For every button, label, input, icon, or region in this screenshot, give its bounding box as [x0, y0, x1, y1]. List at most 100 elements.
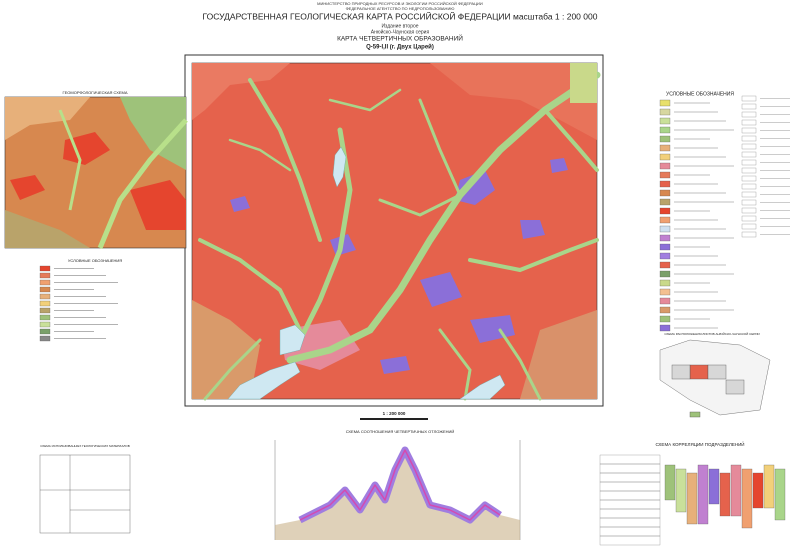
geomorph-title: ГЕОМОРФОЛОГИЧЕСКАЯ СХЕМА: [62, 90, 127, 95]
map-shape: [120, 97, 186, 170]
sheet-number: Q-59-I,II (г. Двух Царей): [366, 44, 434, 51]
map-shape: [10, 175, 45, 200]
legend-swatch: [659, 279, 671, 287]
symbol-box: [741, 143, 757, 150]
materials-scheme: [39, 454, 131, 534]
symbol-box: [741, 167, 757, 174]
symbol-box: [741, 231, 757, 238]
map-shape: [455, 170, 495, 205]
legend-swatch: [659, 315, 671, 323]
symbol-box: [741, 199, 757, 206]
legend-swatch: [659, 288, 671, 296]
symbol-box: [741, 183, 757, 190]
legend-swatch: [659, 324, 671, 332]
map-shape: [297, 127, 353, 343]
geomorph-map: [4, 96, 188, 249]
map-shape: [378, 193, 462, 217]
legend-swatch: [39, 328, 51, 335]
correlation-cell: [752, 472, 764, 509]
legend-swatch: [659, 270, 671, 278]
symbol-box: [741, 135, 757, 142]
map-shape: [286, 71, 601, 364]
series: Анюйско-Чаунская серия: [371, 28, 430, 35]
legend-swatch: [39, 335, 51, 342]
map-shape: [248, 78, 322, 242]
location-scheme: [659, 339, 771, 418]
map-shape: [203, 338, 262, 401]
symbol-box: [741, 127, 757, 134]
map-shape: [725, 379, 745, 395]
legend-swatch: [659, 180, 671, 188]
map-shape: [380, 356, 410, 374]
symbol-box: [741, 207, 757, 214]
geomorph-legend-title: УСЛОВНЫЕ ОБОЗНАЧЕНИЯ: [68, 258, 122, 263]
map-shape: [230, 196, 250, 212]
legend-swatch: [659, 153, 671, 161]
correlation-cell: [708, 468, 720, 505]
legend-swatch: [659, 243, 671, 251]
table-row: [599, 535, 661, 546]
symbol-box: [741, 111, 757, 118]
map-shape: [418, 98, 462, 197]
map-shape: [420, 272, 462, 307]
map-shape: [468, 238, 599, 273]
legend-swatch: [39, 307, 51, 314]
legend-swatch: [659, 117, 671, 125]
map-shape: [39, 454, 131, 534]
correlation-title: СХЕМА КОРРЕЛЯЦИИ ПОДРАЗДЕЛЕНИЙ: [655, 440, 744, 447]
legend-swatch: [39, 279, 51, 286]
lake: [332, 146, 347, 188]
map-unit: [192, 300, 260, 399]
legend-swatch: [659, 252, 671, 260]
map-unit: [570, 63, 597, 103]
legend-swatch: [659, 216, 671, 224]
legend-swatch: [659, 225, 671, 233]
symbol-box: [741, 175, 757, 182]
map-shape: [5, 97, 90, 140]
symbol-box: [741, 119, 757, 126]
legend-swatch: [659, 234, 671, 242]
edition: Издание второе: [381, 23, 418, 29]
correlation-scheme: [599, 454, 786, 546]
legend-swatch: [659, 99, 671, 107]
geomorph-legend: [39, 265, 118, 342]
legend-swatch: [39, 265, 51, 272]
legend-swatch: [39, 314, 51, 321]
legend-swatch: [659, 162, 671, 170]
map-shape: [543, 108, 599, 172]
symbol-box: [741, 159, 757, 166]
map-shape: [299, 449, 501, 521]
map-shape: [198, 238, 302, 332]
map-shape: [130, 180, 186, 230]
legend-swatch: [659, 189, 671, 197]
agency: ФЕДЕРАЛЬНОЕ АГЕНТСТВО ПО НЕДРОПОЛЬЗОВАНИ…: [346, 6, 455, 11]
correlation-cell: [730, 464, 742, 517]
map-shape: [63, 132, 110, 165]
legend-swatch: [659, 171, 671, 179]
map-shape: [671, 364, 691, 380]
legend-swatch: [39, 272, 51, 279]
map-shape: [97, 118, 188, 249]
symbol-box: [741, 95, 757, 102]
main-map: [184, 54, 604, 407]
legend-swatch: [659, 144, 671, 152]
legend-swatch: [659, 261, 671, 269]
legend-swatch: [39, 300, 51, 307]
legend-swatch: [659, 297, 671, 305]
map-shape: [689, 411, 701, 418]
scale-bar: [360, 418, 428, 420]
map-unit: [430, 63, 597, 140]
map-shape: [689, 364, 709, 380]
lake: [279, 324, 306, 356]
scale: 1 : 200 000: [383, 411, 406, 416]
profile-title: СХЕМА СООТНОШЕНИЯ ЧЕТВЕРТИЧНЫХ ОТЛОЖЕНИЙ: [346, 429, 455, 434]
ministry: МИНИСТЕРСТВО ПРИРОДНЫХ РЕСУРСОВ И ЭКОЛОГ…: [317, 1, 483, 6]
correlation-cell: [686, 472, 698, 525]
legend-swatch: [659, 135, 671, 143]
map-shape: [550, 158, 568, 173]
legend-swatch: [659, 198, 671, 206]
map-shape: [228, 138, 292, 172]
map-shape: [328, 88, 402, 112]
correlation-cell: [664, 464, 676, 501]
